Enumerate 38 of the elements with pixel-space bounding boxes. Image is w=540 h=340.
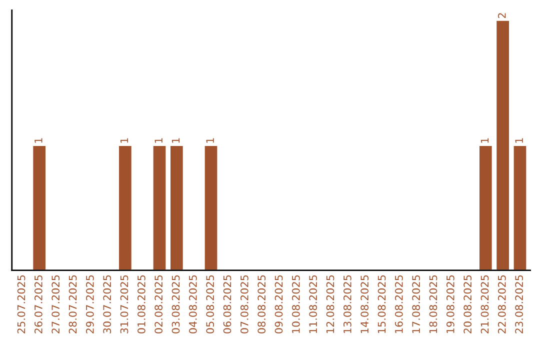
data-label: 1 <box>120 138 128 143</box>
x-tick-label: 22.08.2025 <box>498 275 506 334</box>
x-tick-label: 04.08.2025 <box>188 275 197 334</box>
x-tick-label: 17.08.2025 <box>412 275 420 333</box>
data-label: 1 <box>515 138 523 143</box>
x-tick-label: 15.08.2025 <box>378 275 386 333</box>
x-tick-label: 29.07.2025 <box>86 275 94 334</box>
x-tick-label: 20.08.2025 <box>464 275 472 334</box>
x-tick-label: 02.08.2025 <box>154 275 163 334</box>
data-label: 1 <box>172 138 180 143</box>
data-label: 1 <box>480 138 489 143</box>
data-label: 2 <box>498 13 506 18</box>
x-tick-label: 08.08.2025 <box>258 275 266 334</box>
x-tick-label: 18.08.2025 <box>429 275 438 333</box>
x-tick-label: 13.08.2025 <box>343 275 352 333</box>
x-tick-label: 05.08.2025 <box>206 275 214 334</box>
x-tick-label: 12.08.2025 <box>326 275 334 333</box>
x-tick-label: 27.07.2025 <box>52 275 60 334</box>
x-tick-label: 11.08.2025 <box>309 275 318 333</box>
x-tick-label: 30.07.2025 <box>103 275 112 334</box>
x-tick-label: 01.08.2025 <box>137 275 146 334</box>
x-tick-label: 23.08.2025 <box>515 275 524 334</box>
data-label: 1 <box>206 138 214 143</box>
x-tick-label: 09.08.2025 <box>274 275 283 334</box>
x-tick-label: 21.08.2025 <box>480 275 489 334</box>
x-tick-label: 03.08.2025 <box>172 275 180 334</box>
x-tick-label: 26.07.2025 <box>34 275 42 334</box>
x-tick-label: 10.08.2025 <box>292 275 300 333</box>
x-tick-label: 16.08.2025 <box>394 275 403 333</box>
data-label: 1 <box>154 138 162 143</box>
x-tick-label: 19.08.2025 <box>446 275 454 333</box>
x-tick-label: 25.07.2025 <box>17 275 26 334</box>
x-tick-label: 14.08.2025 <box>360 275 369 333</box>
x-tick-label: 28.07.2025 <box>68 275 77 334</box>
data-label: 1 <box>34 138 42 143</box>
x-tick-label: 06.08.2025 <box>223 275 232 334</box>
x-tick-label: 07.08.2025 <box>240 275 248 334</box>
x-tick-label: 31.07.2025 <box>120 275 128 334</box>
